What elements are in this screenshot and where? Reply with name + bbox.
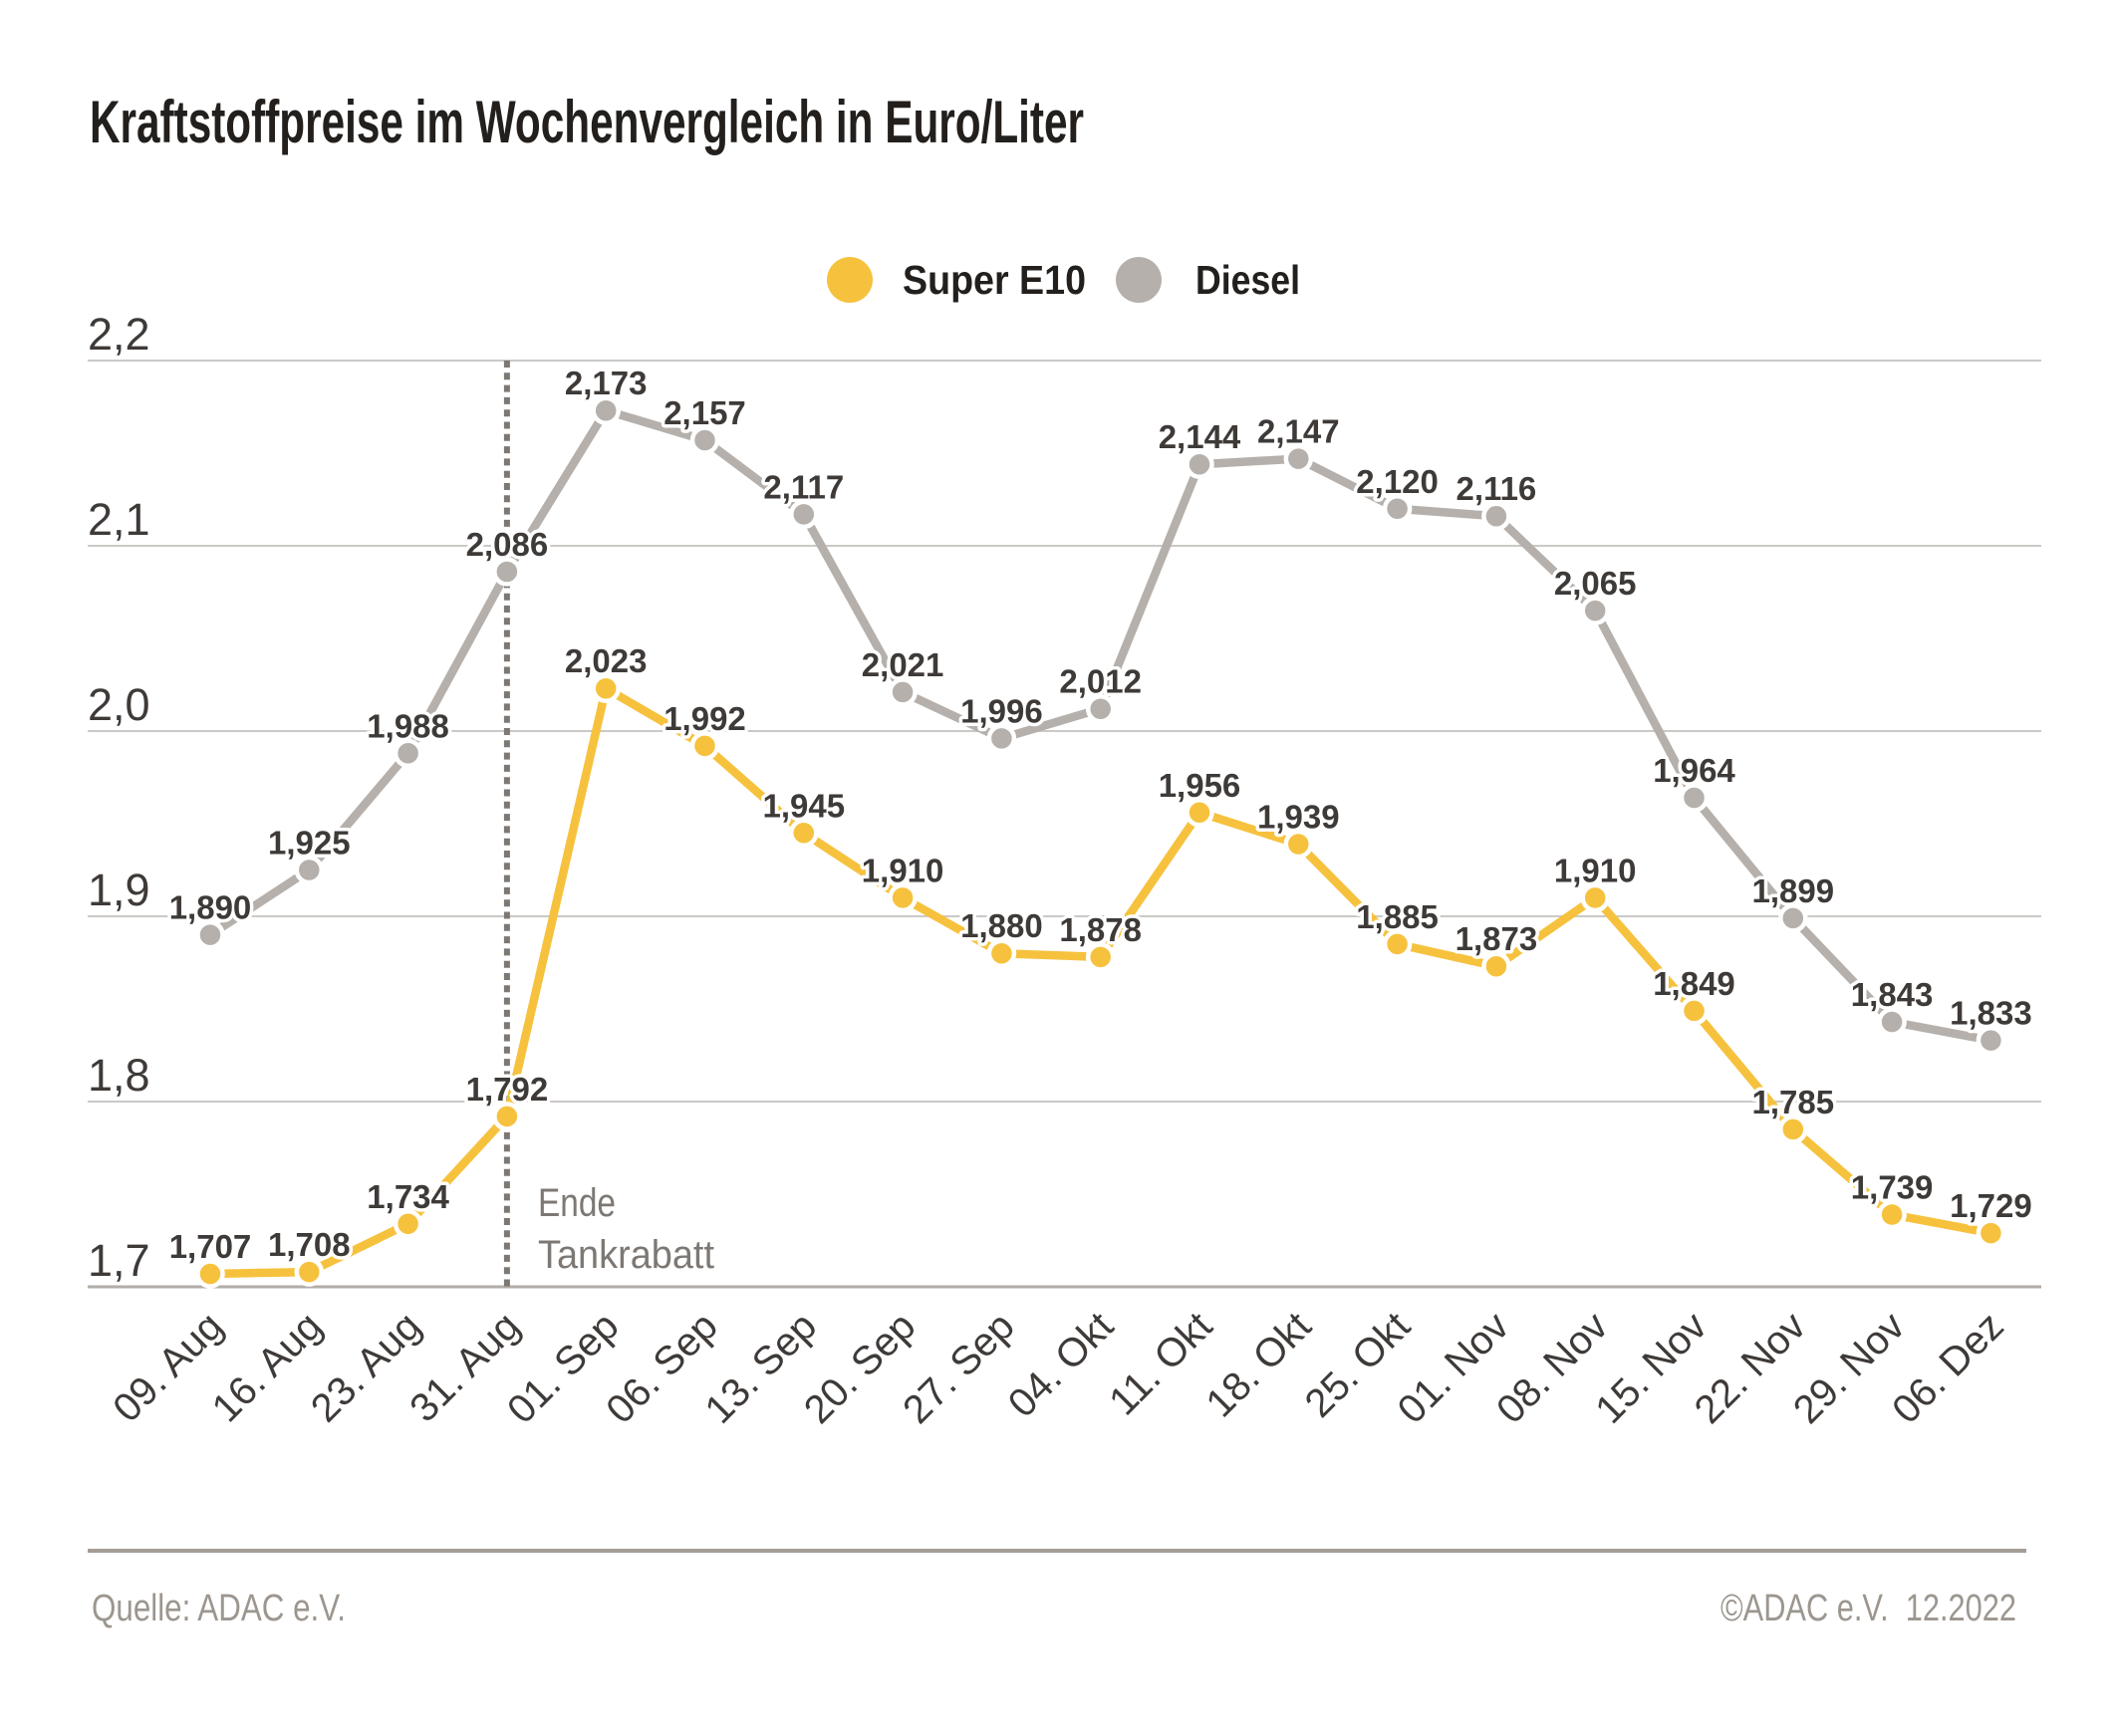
svg-text:1,988: 1,988 — [367, 707, 449, 744]
svg-text:1,707: 1,707 — [169, 1228, 252, 1265]
svg-text:2,065: 2,065 — [1554, 565, 1637, 602]
svg-text:1,849: 1,849 — [1653, 965, 1735, 1002]
svg-text:1,9: 1,9 — [88, 865, 150, 915]
svg-text:2,0: 2,0 — [88, 679, 150, 730]
svg-text:2,012: 2,012 — [1059, 663, 1142, 700]
svg-text:1,878: 1,878 — [1059, 911, 1142, 948]
svg-text:1,708: 1,708 — [268, 1226, 351, 1263]
svg-text:1,910: 1,910 — [862, 852, 944, 888]
svg-text:2,116: 2,116 — [1456, 470, 1537, 507]
svg-text:1,992: 1,992 — [663, 700, 746, 737]
svg-text:Tankrabatt: Tankrabatt — [538, 1233, 714, 1277]
svg-text:1,8: 1,8 — [88, 1050, 150, 1101]
svg-text:2,117: 2,117 — [763, 468, 844, 505]
svg-text:1,945: 1,945 — [763, 787, 846, 824]
svg-text:Kraftstoffpreise im Wochenverg: Kraftstoffpreise im Wochenvergleich in E… — [90, 89, 1084, 155]
svg-text:2,144: 2,144 — [1159, 418, 1241, 455]
svg-text:Super E10: Super E10 — [903, 257, 1086, 303]
svg-text:1,843: 1,843 — [1851, 976, 1934, 1013]
svg-text:Diesel: Diesel — [1195, 257, 1300, 303]
svg-text:1,890: 1,890 — [169, 889, 252, 926]
svg-text:1,729: 1,729 — [1950, 1187, 2032, 1224]
svg-text:2,1: 2,1 — [88, 494, 150, 545]
svg-text:2,157: 2,157 — [663, 394, 746, 431]
svg-text:1,939: 1,939 — [1257, 799, 1340, 836]
svg-text:1,910: 1,910 — [1554, 852, 1637, 888]
svg-text:2,120: 2,120 — [1356, 463, 1439, 500]
svg-text:2,147: 2,147 — [1257, 413, 1340, 450]
svg-text:1,964: 1,964 — [1653, 752, 1735, 789]
svg-text:Quelle: ADAC e.V.: Quelle: ADAC e.V. — [92, 1588, 346, 1629]
svg-text:©ADAC e.V. 12.2022: ©ADAC e.V. 12.2022 — [1721, 1588, 2016, 1629]
svg-text:1,792: 1,792 — [466, 1071, 549, 1108]
svg-text:2,086: 2,086 — [466, 526, 549, 563]
svg-text:1,885: 1,885 — [1356, 898, 1439, 935]
svg-text:1,734: 1,734 — [367, 1178, 449, 1215]
svg-text:1,996: 1,996 — [960, 692, 1043, 729]
svg-text:1,899: 1,899 — [1752, 872, 1835, 909]
svg-text:2,173: 2,173 — [565, 365, 648, 401]
svg-text:1,925: 1,925 — [268, 825, 351, 862]
svg-text:1,880: 1,880 — [960, 907, 1043, 944]
svg-text:1,873: 1,873 — [1456, 920, 1538, 957]
svg-text:2,2: 2,2 — [88, 309, 150, 360]
svg-text:2,023: 2,023 — [565, 642, 648, 679]
svg-text:Ende: Ende — [538, 1181, 616, 1225]
svg-text:1,956: 1,956 — [1159, 767, 1241, 804]
svg-text:1,7: 1,7 — [88, 1235, 150, 1286]
svg-text:2,021: 2,021 — [862, 646, 944, 683]
svg-text:1,785: 1,785 — [1752, 1084, 1835, 1120]
svg-text:1,833: 1,833 — [1950, 995, 2032, 1032]
svg-text:1,739: 1,739 — [1851, 1169, 1934, 1206]
